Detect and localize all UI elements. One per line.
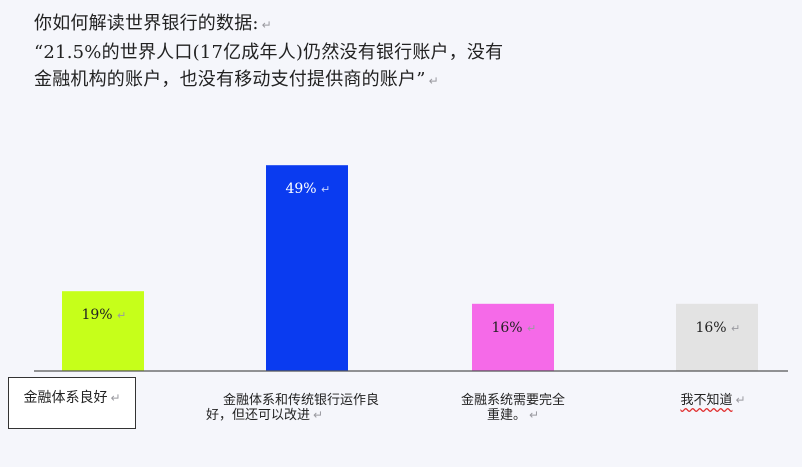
category-label-2: 金融体系和传统银行运作良 好，但还可以改进 ↵ bbox=[206, 393, 379, 423]
bar-4 bbox=[676, 303, 758, 371]
bar-2 bbox=[266, 165, 348, 371]
return-mark-icon: ↵ bbox=[313, 408, 324, 422]
category-label-3: 金融系统需要完全 重建。 ↵ bbox=[460, 393, 565, 423]
category-label-4: 我不知道 ↵ bbox=[680, 393, 746, 408]
return-mark-icon: ↵ bbox=[261, 18, 272, 32]
bar-value-label-2: 49% bbox=[285, 181, 316, 197]
category-label-1: 金融体系良好 ↵ bbox=[8, 377, 136, 429]
bar-value-label-4: 16% bbox=[695, 320, 726, 336]
return-mark-icon: ↵ bbox=[117, 309, 126, 322]
title-line-3: 金融机构的账户，也没有移动支付提供商的账户” ↵ bbox=[34, 69, 439, 90]
return-mark-icon: ↵ bbox=[528, 408, 540, 422]
title-line-2: “21.5%的世界人口(17亿成年人)仍然没有银行账户，没有 bbox=[34, 42, 504, 63]
title-line-1: 你如何解读世界银行的数据: ↵ bbox=[34, 13, 272, 34]
return-mark-icon: ↵ bbox=[428, 74, 439, 88]
chart-title-block: 你如何解读世界银行的数据: ↵ “21.5%的世界人口(17亿成年人)仍然没有银行… bbox=[34, 10, 754, 95]
return-mark-icon: ↵ bbox=[110, 391, 121, 405]
bar-value-label-3: 16% bbox=[491, 320, 522, 336]
bar-value-label-1: 19% bbox=[81, 307, 112, 323]
return-mark-icon: ↵ bbox=[731, 322, 740, 335]
bar-3 bbox=[472, 303, 554, 371]
bar-1 bbox=[62, 291, 144, 371]
return-mark-icon: ↵ bbox=[735, 393, 746, 407]
return-mark-icon: ↵ bbox=[527, 322, 536, 335]
return-mark-icon: ↵ bbox=[321, 183, 330, 196]
